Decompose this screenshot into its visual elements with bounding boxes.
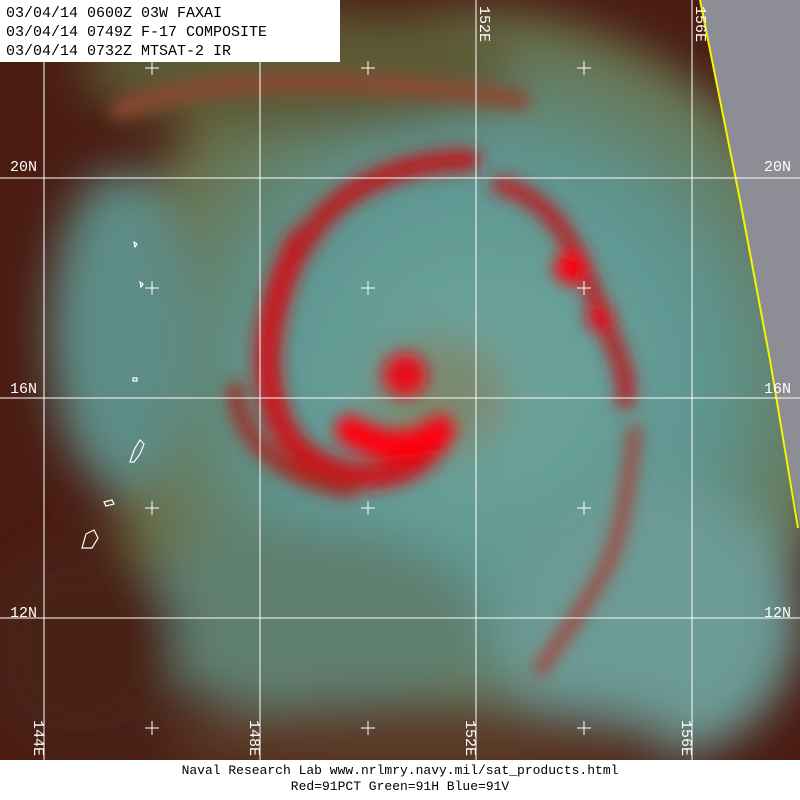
footer-line: Naval Research Lab www.nrlmry.navy.mil/s…	[182, 763, 619, 778]
lon-label: 152E	[475, 6, 492, 42]
footer-line: Red=91PCT Green=91H Blue=91V	[291, 779, 510, 794]
lon-label: 144E	[29, 720, 46, 756]
lat-label: 12N	[10, 605, 37, 622]
lat-label: 20N	[764, 159, 791, 176]
lon-label: 156E	[677, 720, 694, 756]
header-line: 03/04/14 0600Z 03W FAXAI	[6, 5, 222, 22]
lat-label: 16N	[764, 381, 791, 398]
lon-label: 156E	[691, 6, 708, 42]
lon-label: 152E	[461, 720, 478, 756]
rain-bands	[110, 71, 641, 676]
lat-label: 16N	[10, 381, 37, 398]
lon-label: 148E	[245, 720, 262, 756]
header-line: 03/04/14 0749Z F-17 COMPOSITE	[6, 24, 267, 41]
header-box	[0, 0, 340, 62]
lat-label: 12N	[764, 605, 791, 622]
coverage-edge	[699, 0, 799, 529]
ir-region	[700, 0, 800, 528]
lat-label: 20N	[10, 159, 37, 176]
header-line: 03/04/14 0732Z MTSAT-2 IR	[6, 43, 231, 60]
footer-box	[0, 760, 800, 800]
lat-lon-grid	[0, 0, 800, 760]
islands	[81, 240, 145, 549]
